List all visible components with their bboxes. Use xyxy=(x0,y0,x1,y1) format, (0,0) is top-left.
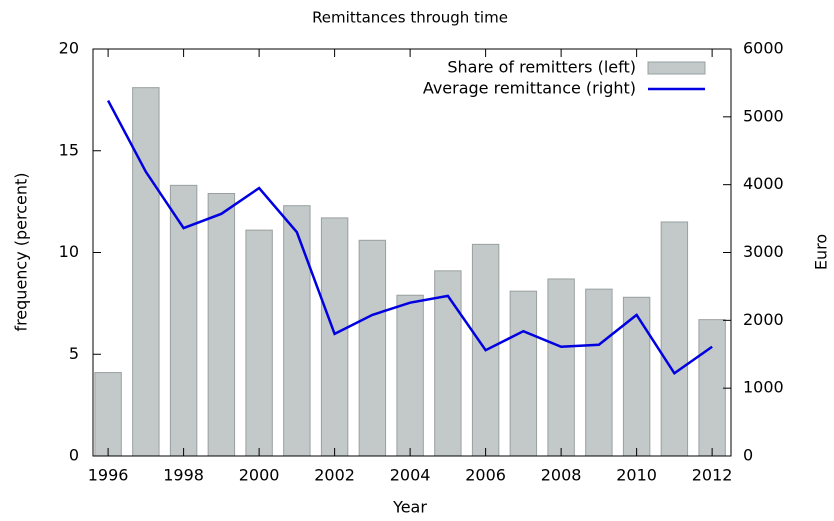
x-tick-label: 1996 xyxy=(88,466,129,485)
x-tick-label: 2010 xyxy=(616,466,657,485)
y2-tick-label: 2000 xyxy=(743,310,784,329)
bar xyxy=(132,87,160,457)
bar xyxy=(283,205,311,457)
y2-axis-label: Euro xyxy=(812,234,831,270)
y-axis-label: frequency (percent) xyxy=(12,172,31,331)
chart-title: Remittances through time xyxy=(312,9,508,27)
x-tick-label: 1998 xyxy=(163,466,204,485)
bar xyxy=(207,192,236,457)
y2-tick-label: 4000 xyxy=(743,174,784,193)
bar xyxy=(245,229,273,457)
y-tick-label: 15 xyxy=(59,140,79,159)
y2-tick-label: 6000 xyxy=(743,39,784,58)
y2-tick-label: 3000 xyxy=(743,242,784,261)
bar xyxy=(660,221,689,457)
x-tick-label: 2008 xyxy=(541,466,582,485)
x-tick-label: 2012 xyxy=(692,466,733,485)
y-tick-label: 5 xyxy=(69,344,79,363)
x-tick-label: 2006 xyxy=(465,466,506,485)
legend-label: Average remittance (right) xyxy=(423,79,636,98)
bar xyxy=(396,294,424,457)
y-tick-label: 0 xyxy=(69,446,79,465)
bar xyxy=(320,217,349,457)
bar xyxy=(358,239,387,457)
y2-tick-label: 5000 xyxy=(743,106,784,125)
bar xyxy=(585,288,613,457)
y2-tick-label: 0 xyxy=(743,446,753,465)
bar xyxy=(94,372,122,457)
bar xyxy=(622,296,651,457)
bar xyxy=(547,278,575,457)
x-tick-label: 2004 xyxy=(390,466,431,485)
x-tick-label: 2000 xyxy=(239,466,280,485)
y2-tick-label: 1000 xyxy=(743,378,784,397)
bar xyxy=(509,290,538,457)
bar xyxy=(434,270,462,457)
x-axis-label: Year xyxy=(392,498,427,517)
y-tick-label: 20 xyxy=(59,39,79,58)
legend-label: Share of remitters (left) xyxy=(447,58,636,77)
y-tick-label: 10 xyxy=(59,242,79,261)
bar xyxy=(169,184,198,457)
line xyxy=(106,99,713,376)
legend-swatch xyxy=(647,61,706,75)
bar xyxy=(698,319,726,457)
x-tick-label: 2002 xyxy=(314,466,355,485)
